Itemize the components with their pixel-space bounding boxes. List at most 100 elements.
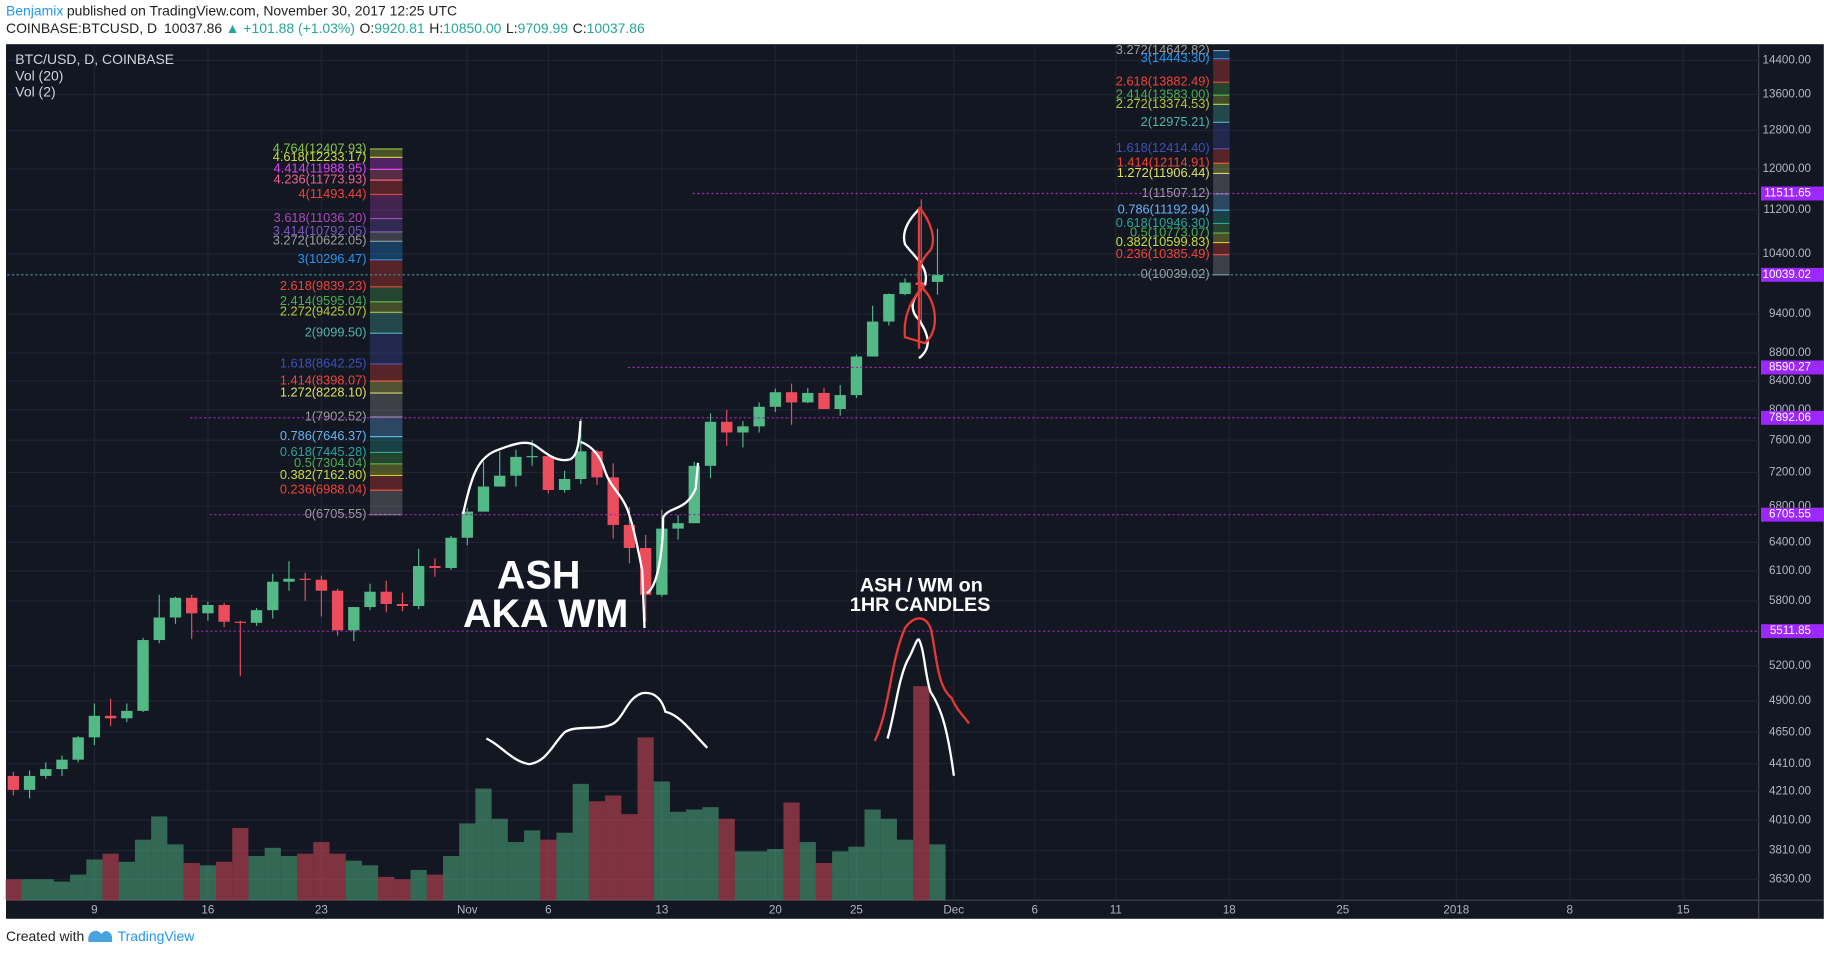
volume-bar — [378, 876, 395, 901]
legend-vol: Vol (20) — [15, 67, 63, 83]
fib-label: 4.764(12407.93) — [273, 140, 367, 155]
fib-band — [370, 380, 403, 394]
candle-body — [250, 610, 263, 623]
fib-label: 4.236(11773.93) — [274, 171, 367, 186]
candle-body — [218, 604, 230, 622]
candle-body — [169, 597, 182, 618]
candle-body — [850, 356, 863, 396]
freehand — [461, 420, 646, 629]
volume-bar — [848, 846, 865, 901]
y-tick-label: 14400.00 — [1763, 54, 1812, 67]
c-value: 10037.86 — [587, 20, 645, 36]
author[interactable]: Benjamix — [6, 2, 63, 18]
change: ▲ +101.88 (+1.03%) — [226, 20, 355, 36]
x-tick-label: 23 — [315, 904, 328, 917]
fib-band — [370, 436, 403, 453]
fib-label: 4.618(12233.17) — [273, 149, 367, 164]
volume-bar — [183, 862, 200, 901]
freehand — [886, 638, 956, 776]
x-tick-label: 16 — [201, 904, 214, 917]
price-tag — [1761, 410, 1824, 425]
freehand — [873, 617, 970, 742]
y-tick-label: 5800.00 — [1769, 594, 1812, 607]
fib-band — [370, 301, 403, 313]
candle-body — [364, 591, 376, 608]
x-tick-label: 18 — [1223, 904, 1236, 917]
fib-band — [370, 475, 403, 491]
annotation: ASH / WM on — [860, 574, 983, 596]
plot: 4.764(12407.93)4.618(12233.17)4.414(1198… — [5, 42, 1759, 901]
fib-label: 0(6705.55) — [305, 506, 367, 521]
fib-band — [1213, 148, 1230, 164]
fib-label: 3(14443.30) — [1141, 50, 1210, 65]
x-tick-label: 25 — [850, 904, 863, 917]
fib-label: 2(12975.21) — [1141, 114, 1210, 129]
volume-bar — [102, 853, 119, 901]
volume-bar — [718, 818, 735, 901]
candle-body — [104, 715, 117, 719]
candle-body — [461, 511, 473, 538]
candle-body — [234, 621, 246, 623]
fib-band — [370, 333, 403, 364]
candle-body — [267, 581, 279, 611]
fib-label: 0.618(10946.30) — [1116, 215, 1210, 230]
volume-bar — [799, 842, 816, 901]
candle-body — [575, 451, 587, 480]
volume-bar — [199, 865, 216, 901]
fib-label: 3(10296.47) — [298, 251, 367, 266]
fib-band — [370, 286, 403, 302]
candle-body — [283, 578, 295, 582]
candle-body — [639, 547, 652, 595]
x-tick-label: 9 — [91, 904, 97, 917]
x-tick-label: 15 — [1677, 904, 1690, 917]
price-tag — [1761, 186, 1824, 201]
candle-body — [412, 566, 425, 607]
candle-body — [721, 421, 733, 433]
volume-bar — [167, 844, 184, 901]
candle-body — [331, 590, 344, 631]
fib-label: 0.382(7162.80) — [280, 467, 367, 482]
footer-brand[interactable]: TradingView — [118, 928, 196, 944]
volume-bar — [524, 830, 541, 901]
l-label: L: — [506, 20, 518, 36]
fib-band — [1213, 95, 1230, 105]
fib-label: 2.414(13583.00) — [1116, 87, 1210, 102]
candle-body — [915, 282, 927, 285]
quote-line: COINBASE:BTCUSD, D 10037.86 ▲ +101.88 (+1.… — [6, 20, 645, 36]
fib-label: 1.414(8398.07) — [280, 372, 367, 387]
fib-label: 2.272(13374.53) — [1116, 96, 1210, 111]
freehand — [485, 691, 709, 766]
volume-bar — [913, 686, 930, 901]
fib-label: 1(11507.12) — [1142, 185, 1210, 200]
volume-bar — [410, 869, 427, 901]
volume-bar — [929, 844, 946, 901]
volume-bar — [540, 839, 557, 901]
candle-body — [380, 591, 392, 604]
volume-bar — [70, 874, 87, 901]
fib-band — [370, 180, 403, 195]
byline: Benjamix published on TradingView.com, No… — [6, 2, 457, 18]
fib-band — [1213, 163, 1230, 174]
fib-band — [1213, 122, 1230, 149]
candle-body — [672, 523, 684, 529]
candle-body — [348, 607, 360, 631]
candle-body — [526, 456, 538, 458]
y-tick-label: 6400.00 — [1769, 535, 1812, 548]
x-tick-label: Nov — [457, 904, 478, 917]
volume-bar — [588, 801, 606, 901]
annotation: AKA WM — [463, 592, 628, 636]
fib-label: 0.618(7445.28) — [280, 444, 367, 459]
fib-band — [370, 393, 403, 418]
price-tag-label: 11511.65 — [1764, 187, 1811, 200]
fib-band — [1213, 173, 1230, 194]
fib-label: 2.414(9595.04) — [280, 293, 367, 308]
fib-label: 4(11493.44) — [299, 186, 367, 201]
candle-body — [186, 597, 198, 614]
x-tick-label: 6 — [1032, 904, 1038, 917]
volume-bar — [507, 842, 525, 901]
volume-bar — [572, 783, 589, 901]
y-tick-label: 7600.00 — [1769, 433, 1812, 446]
fib-band — [1213, 193, 1230, 211]
volume-bar — [751, 851, 768, 901]
volume-bar — [264, 847, 281, 901]
